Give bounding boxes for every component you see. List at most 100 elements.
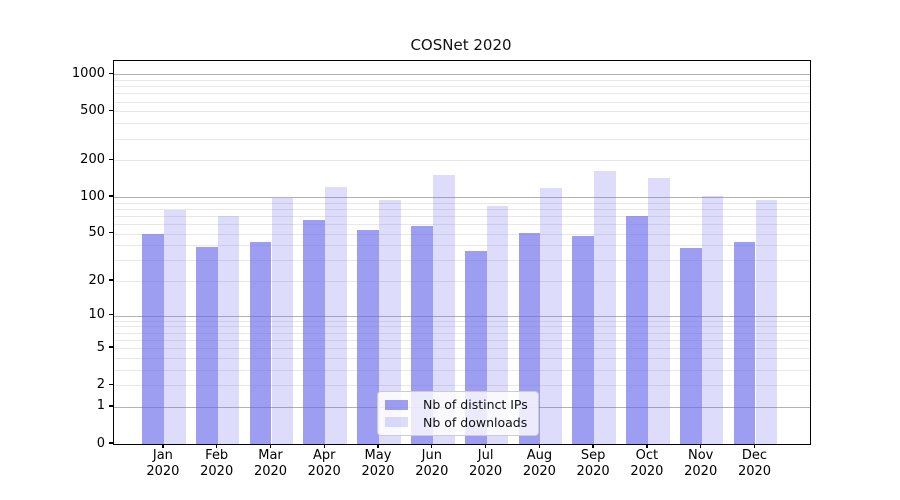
gridline-minor (114, 339, 810, 341)
bar-distinct-ips-mar (249, 241, 272, 444)
y-tick-mark (108, 346, 113, 348)
gridline-minor (114, 320, 810, 322)
x-tick-label-sep: Sep 2020 (561, 448, 625, 480)
x-label-month: Mar (258, 448, 283, 463)
x-tick-mark (592, 444, 594, 448)
gridline-minor (114, 357, 810, 359)
x-tick-mark (431, 444, 433, 448)
chart-title: COSNet 2020 (410, 36, 512, 54)
gridline-minor (114, 111, 810, 113)
x-tick-label-feb: Feb 2020 (185, 448, 249, 480)
x-tick-mark (162, 444, 164, 448)
y-tick-mark (108, 231, 113, 234)
x-tick-mark (323, 444, 325, 448)
x-tick-label-may: May 2020 (346, 448, 410, 480)
y-tick-mark (108, 72, 113, 74)
y-tick-label: 0 (96, 435, 105, 451)
y-tick-label: 10 (88, 307, 105, 323)
gridline-minor (114, 86, 810, 88)
bar-downloads-jan (163, 210, 186, 444)
x-label-year: 2020 (469, 464, 503, 479)
x-label-year: 2020 (253, 464, 288, 479)
bar-distinct-ips-may (357, 229, 379, 444)
y-tick-label: 20 (88, 272, 105, 288)
plot-area (113, 60, 811, 445)
x-label-year: 2020 (737, 464, 772, 479)
x-label-month: Aug (526, 448, 553, 463)
gridline-minor (114, 138, 810, 140)
gridline-minor (114, 369, 810, 371)
y-tick-label: 500 (80, 102, 105, 118)
bar-distinct-ips-dec (733, 241, 756, 444)
legend-entry-downloads: Nb of downloads (385, 414, 530, 432)
gridline-minor (114, 385, 810, 387)
gridline-minor (114, 281, 810, 283)
gridline-major (114, 315, 810, 317)
x-label-month: Dec (741, 448, 768, 463)
legend-swatch-distinct-ips (385, 399, 408, 410)
x-tick-label-jun: Jun 2020 (400, 448, 464, 480)
x-tick-mark (216, 444, 218, 448)
y-tick-label: 100 (80, 188, 105, 204)
bar-distinct-ips-jan (142, 233, 164, 444)
x-label-month: Nov (688, 448, 714, 463)
x-label-month: Jun (421, 448, 442, 463)
x-tick-label-dec: Dec 2020 (723, 448, 787, 480)
bar-downloads-sep (594, 171, 616, 444)
bar-distinct-ips-feb (195, 246, 218, 444)
x-label-month: Feb (205, 448, 229, 463)
x-tick-label-mar: Mar 2020 (239, 448, 303, 480)
bar-downloads-oct (647, 177, 670, 444)
gridline-minor (114, 202, 810, 204)
x-label-month: Jul (477, 448, 494, 463)
legend-swatch-downloads (385, 417, 408, 428)
bar-downloads-apr (325, 186, 347, 444)
y-tick-label: 5 (96, 339, 105, 355)
x-label-year: 2020 (630, 464, 664, 479)
x-label-year: 2020 (307, 464, 341, 479)
y-tick-mark (108, 442, 113, 444)
y-tick-label: 200 (80, 151, 105, 167)
gridline-minor (114, 233, 810, 235)
bar-downloads-feb (217, 215, 240, 444)
gridline-minor (114, 245, 810, 247)
x-tick-mark (377, 444, 379, 448)
bar-distinct-ips-sep (572, 235, 595, 444)
x-label-year: 2020 (361, 464, 395, 479)
legend-label-distinct-ips: Nb of distinct IPs (423, 397, 528, 413)
bar-distinct-ips-apr (303, 219, 326, 444)
y-tick-label: 2 (96, 376, 105, 392)
gridline-minor (114, 93, 810, 95)
gridline-minor (114, 123, 810, 125)
legend: Nb of distinct IPs Nb of downloads (377, 391, 539, 436)
x-tick-label-aug: Aug 2020 (507, 448, 571, 480)
x-tick-label-nov: Nov 2020 (669, 448, 733, 480)
y-tick-mark (108, 158, 113, 160)
x-tick-mark (269, 444, 272, 448)
x-label-year: 2020 (200, 464, 234, 479)
y-tick-mark (108, 314, 113, 316)
gridline-major (114, 197, 810, 199)
x-label-month: May (364, 448, 392, 463)
gridline-minor (114, 348, 810, 350)
x-tick-label-oct: Oct 2020 (615, 448, 679, 480)
x-tick-label-apr: Apr 2020 (292, 448, 356, 480)
gridline-minor (114, 208, 810, 210)
gridline-major (114, 74, 810, 76)
gridline-minor (114, 332, 810, 334)
bar-distinct-ips-nov (679, 248, 702, 444)
bar-downloads-dec (755, 199, 778, 444)
x-label-month: Sep (580, 448, 606, 463)
x-label-month: Apr (312, 448, 336, 463)
bar-downloads-nov (701, 195, 724, 444)
gridline-minor (114, 260, 810, 262)
x-tick-mark (700, 444, 702, 448)
y-tick-mark (108, 383, 113, 385)
x-tick-mark (646, 444, 648, 448)
x-label-year: 2020 (415, 464, 449, 479)
x-tick-label-jan: Jan 2020 (131, 448, 195, 480)
x-tick-label-jul: Jul 2020 (454, 448, 518, 480)
x-label-month: Oct (635, 448, 659, 463)
gridline-minor (114, 326, 810, 328)
y-tick-mark (108, 195, 113, 197)
